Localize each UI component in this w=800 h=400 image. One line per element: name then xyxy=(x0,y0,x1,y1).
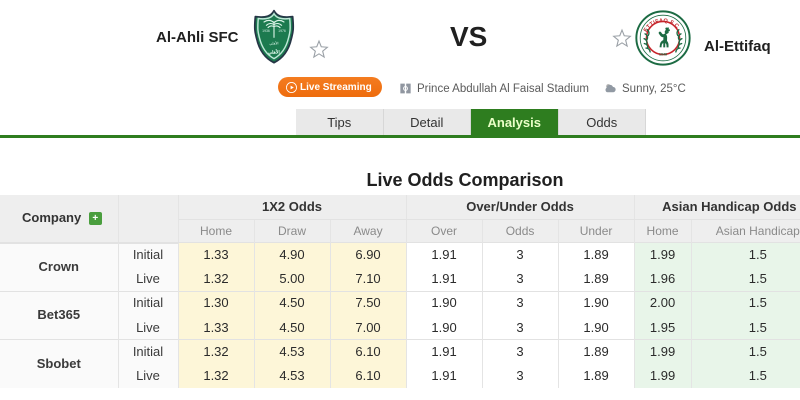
svg-text:1946: 1946 xyxy=(659,52,667,56)
svg-text:1936: 1936 xyxy=(262,29,270,33)
svg-text:1976: 1976 xyxy=(278,29,286,33)
svg-text:الأهلي: الأهلي xyxy=(268,47,280,55)
